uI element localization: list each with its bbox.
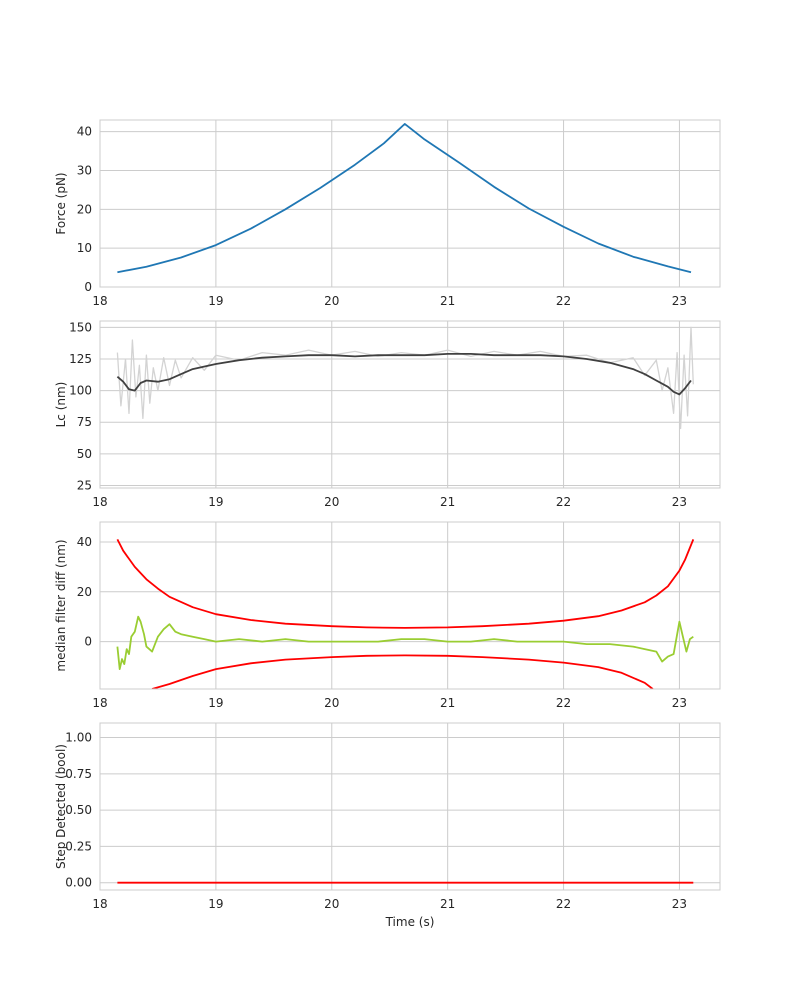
y-tick-label: 40: [77, 535, 92, 549]
y-tick-label: 30: [77, 163, 92, 177]
series-line-2: [116, 352, 692, 396]
series-group: [116, 538, 695, 689]
x-tick-label: 22: [556, 495, 571, 509]
y-axis-label: Force (pN): [54, 172, 68, 234]
x-tick-label: 21: [440, 294, 455, 308]
y-axis-label: Lc (nm): [54, 382, 68, 428]
x-tick-label: 23: [672, 696, 687, 710]
x-tick-label: 20: [324, 495, 339, 509]
x-tick-label: 21: [440, 495, 455, 509]
y-tick-label: 1.00: [65, 731, 92, 745]
panel-3: 18 19 20 21 22 23 0 20 40 median filter diff (nm): [54, 521, 721, 710]
x-tick-label: 22: [556, 897, 571, 911]
y-tick-label: 150: [69, 320, 92, 334]
series-group: [117, 123, 692, 274]
x-tick-label: 20: [324, 696, 339, 710]
series-line-3: [116, 615, 694, 670]
panel-1: 18 19 20 21 22 23 0 10 20 30 40 Force (pN): [54, 119, 721, 308]
series-group: [116, 326, 694, 430]
x-tick-label: 18: [92, 495, 107, 509]
x-tick-label: 18: [92, 294, 107, 308]
series-line-1: [116, 326, 694, 430]
y-tick-label: 20: [77, 585, 92, 599]
x-tick-label: 20: [324, 294, 339, 308]
y-tick-label: 20: [77, 202, 92, 216]
axes-frame: [99, 119, 721, 288]
y-tick-label: 40: [77, 125, 92, 139]
series-line-1: [117, 123, 692, 274]
x-tick-label: 23: [672, 294, 687, 308]
y-tick-label: 100: [69, 384, 92, 398]
x-tick-label: 22: [556, 294, 571, 308]
x-tick-label: 22: [556, 696, 571, 710]
y-axis-label: median filter diff (nm): [54, 539, 68, 671]
x-tick-label: 20: [324, 897, 339, 911]
x-tick-label: 21: [440, 897, 455, 911]
x-tick-label: 19: [208, 294, 223, 308]
x-tick-label: 19: [208, 696, 223, 710]
x-tick-label: 18: [92, 897, 107, 911]
panel-2: 18 19 20 21 22 23 25 50 75 100 125 150 Lc (nm): [54, 320, 721, 509]
y-tick-label: 0: [84, 280, 92, 294]
x-tick-label: 21: [440, 696, 455, 710]
axes-frame: [99, 320, 721, 489]
series-line-1: [116, 538, 695, 629]
x-tick-label: 18: [92, 696, 107, 710]
y-axis-label: Step Detected (bool): [54, 744, 68, 869]
x-tick-label: 19: [208, 495, 223, 509]
y-tick-label: 0.50: [65, 803, 92, 817]
y-tick-label: 25: [77, 478, 92, 492]
axes-frame: [99, 722, 721, 891]
y-tick-label: 125: [69, 352, 92, 366]
y-tick-label: 0.75: [65, 767, 92, 781]
y-tick-label: 0.00: [65, 876, 92, 890]
axes-frame: [99, 521, 721, 690]
y-tick-label: 75: [77, 415, 92, 429]
y-tick-label: 50: [77, 447, 92, 461]
x-tick-label: 19: [208, 897, 223, 911]
y-tick-label: 0.25: [65, 839, 92, 853]
x-tick-label: 23: [672, 495, 687, 509]
y-tick-label: 10: [77, 241, 92, 255]
x-tick-label: 23: [672, 897, 687, 911]
x-axis-label: Time (s): [385, 915, 435, 929]
y-tick-label: 0: [84, 635, 92, 649]
series-line-2: [151, 654, 654, 689]
